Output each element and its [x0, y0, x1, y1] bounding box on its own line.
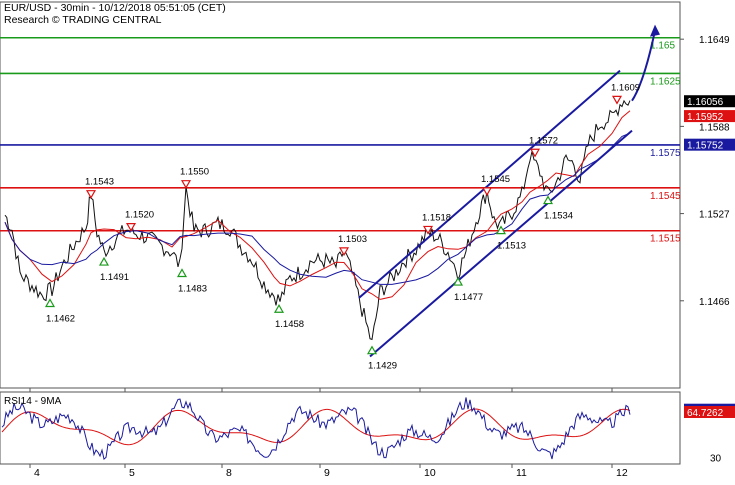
swing-low-label: 1.1429 — [368, 361, 397, 372]
rsi-y-tick-label: 30 — [710, 453, 722, 464]
swing-low-marker — [542, 195, 554, 205]
levels-layer: 1.165 1.1625 1.1575 1.1545 1.1515 — [0, 36, 681, 245]
price-marker-tag — [684, 110, 735, 123]
x-tick-label: 11 — [516, 467, 527, 479]
swing-high-marker — [529, 148, 541, 158]
swing-high-label: 1.1543 — [85, 177, 114, 188]
price-series — [4, 99, 631, 341]
x-tick-label: 4 — [34, 467, 40, 479]
x-tick-label: 9 — [324, 467, 330, 479]
y-tick-label: 1.1466 — [699, 297, 730, 308]
swing-high-label: 1.1503 — [338, 234, 367, 245]
price-marker-tag — [684, 138, 735, 151]
swing-high-label: 1.1520 — [125, 210, 154, 221]
forecast-arrowhead — [650, 24, 660, 37]
swing-low-label: 1.1534 — [544, 211, 573, 222]
level-label: 1.1545 — [650, 191, 681, 202]
moving-average-slow — [4, 132, 631, 285]
swing-high-label: 1.1545 — [481, 174, 510, 185]
y-tick-label: 1.1649 — [699, 35, 730, 46]
swing-low-label: 1.1483 — [178, 283, 207, 294]
swing-high-label: 1.1518 — [422, 212, 451, 223]
rsi-marker-tag — [684, 405, 735, 418]
swing-high-marker — [180, 180, 192, 189]
rsi-marker-label: 64.7262 — [687, 408, 724, 419]
price-panel-frame — [0, 1, 681, 389]
swing-high-marker — [611, 95, 623, 105]
x-tick-label: 12 — [616, 467, 628, 479]
chart-source: Research © TRADING CENTRAL — [4, 14, 162, 26]
swing-low-label: 1.1477 — [454, 292, 483, 303]
grid-layer — [0, 1, 681, 465]
x-tick-label: 10 — [424, 467, 436, 479]
price-marker-label: 1.16056 — [687, 97, 724, 108]
swing-low-label: 1.1513 — [497, 241, 526, 252]
price-marker-label: 1.15752 — [687, 141, 724, 152]
level-label: 1.165 — [650, 41, 675, 52]
swing-high-marker — [85, 190, 97, 199]
axis-layer: 4 5 8 9 10 11 12 1.1649 1.1588 1.1527 1.1466 1.1605… — [4, 35, 735, 479]
annotations-layer: 1.1543 1.1520 1.1550 1.1503 1.1518 1.1545 1.15… — [44, 82, 640, 372]
swing-high-marker — [481, 187, 493, 197]
price-marker-label: 1.15952 — [687, 112, 724, 123]
rsi-title: RSI14 - 9MA — [4, 396, 62, 407]
level-label: 1.1575 — [650, 148, 681, 159]
swing-high-label: 1.1550 — [180, 167, 209, 178]
chart-title: EUR/USD - 30min - 10/12/2018 05:51:05 (C… — [4, 2, 226, 14]
y-tick-label: 1.1527 — [699, 210, 730, 221]
forecast-arrow-line — [631, 30, 656, 102]
rsi-line — [1, 397, 631, 461]
series-layer — [1, 24, 660, 461]
x-tick-label: 5 — [129, 467, 135, 479]
y-tick-label: 1.1588 — [699, 122, 730, 133]
swing-low-marker — [44, 298, 56, 308]
swing-low-label: 1.1491 — [100, 272, 129, 283]
rsi-panel-frame — [0, 391, 681, 465]
swing-low-marker — [273, 304, 285, 313]
swing-high-marker — [338, 247, 350, 257]
swing-high-label: 1.1609 — [611, 82, 640, 93]
rsi-ma-line — [1, 408, 631, 446]
channel-upper-line — [358, 69, 621, 299]
channel-lower-line — [369, 129, 633, 358]
swing-low-marker — [98, 256, 110, 266]
swing-high-marker — [422, 225, 434, 235]
moving-average-fast — [4, 110, 631, 300]
swing-high-label: 1.1572 — [529, 135, 558, 146]
swing-high-marker — [125, 222, 137, 232]
swing-low-marker — [452, 276, 464, 286]
swing-low-marker — [176, 268, 188, 278]
swing-low-label: 1.1458 — [275, 319, 304, 330]
level-label: 1.1515 — [650, 234, 681, 245]
x-tick-label: 8 — [226, 467, 232, 479]
swing-low-marker — [495, 225, 507, 235]
swing-low-label: 1.1462 — [46, 314, 75, 325]
price-marker-tag — [684, 95, 735, 108]
level-label: 1.1625 — [650, 76, 681, 87]
swing-low-marker — [366, 345, 378, 355]
